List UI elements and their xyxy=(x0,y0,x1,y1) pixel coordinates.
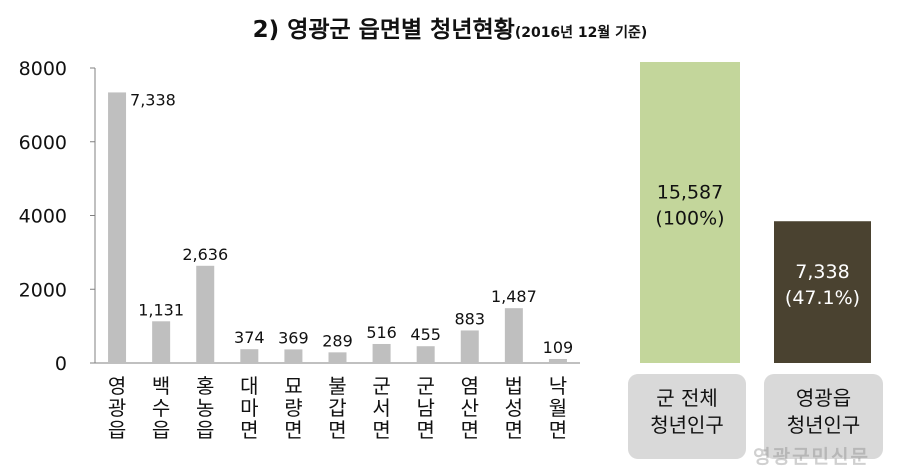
summary-category-label: 영광읍 청년인구 xyxy=(787,386,861,437)
data-label: 369 xyxy=(278,328,309,347)
watermark: 영광군민신문 xyxy=(753,446,870,468)
bar-10 xyxy=(504,308,523,363)
summary-category-label: 군 전체 청년인구 xyxy=(650,386,724,437)
bar-3 xyxy=(196,265,215,363)
bar-4 xyxy=(240,349,259,363)
data-label: 1,131 xyxy=(138,300,184,319)
data-label: 2,636 xyxy=(182,245,228,264)
y-tick-label: 8000 xyxy=(19,58,67,80)
data-label: 1,487 xyxy=(491,287,537,306)
chart-title: 2) 영광군 읍면별 청년현황(2016년 12월 기준) xyxy=(0,10,900,44)
bar-5 xyxy=(284,349,303,363)
data-label: 883 xyxy=(454,309,485,328)
y-tick-label: 0 xyxy=(55,353,67,375)
summary-bar-1 xyxy=(640,62,740,363)
bar-7 xyxy=(372,343,391,363)
bar-11 xyxy=(548,358,567,363)
bar-1 xyxy=(108,92,127,363)
bar-9 xyxy=(460,330,479,363)
summary-value-label: 7,338 (47.1%) xyxy=(785,261,860,309)
data-label: 109 xyxy=(543,338,574,357)
data-label: 7,338 xyxy=(130,90,176,109)
y-tick-label: 6000 xyxy=(19,132,67,154)
data-label: 289 xyxy=(322,331,353,350)
category-label-box-1 xyxy=(628,374,746,459)
bar-6 xyxy=(328,352,347,363)
y-tick-label: 4000 xyxy=(19,206,67,228)
data-label: 455 xyxy=(410,325,441,344)
summary-value-label: 15,587 (100%) xyxy=(655,182,724,230)
bar-8 xyxy=(416,346,435,363)
category-label-box-2 xyxy=(764,374,883,459)
data-label: 374 xyxy=(234,328,265,347)
summary-bar-2 xyxy=(774,221,871,363)
y-tick-label: 2000 xyxy=(19,279,67,301)
bar-2 xyxy=(152,321,171,363)
chart-title-main: 2) 영광군 읍면별 청년현황 xyxy=(252,17,515,43)
chart-title-sub: (2016년 12월 기준) xyxy=(514,25,648,41)
data-label: 516 xyxy=(366,323,397,342)
